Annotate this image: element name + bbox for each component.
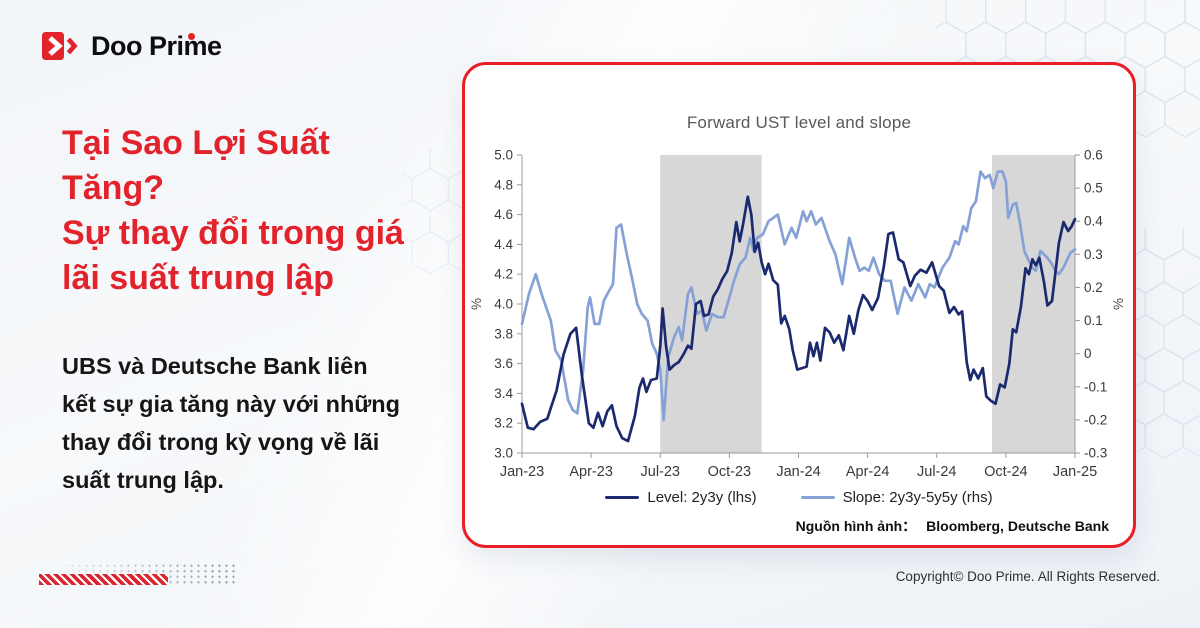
svg-text:0.2: 0.2	[1084, 280, 1103, 295]
logo-i-dot	[188, 33, 195, 40]
svg-text:4.2: 4.2	[494, 267, 513, 282]
copyright-text: Copyright© Doo Prime. All Rights Reserve…	[895, 569, 1160, 584]
svg-text:Oct-23: Oct-23	[708, 464, 752, 480]
svg-text:-0.3: -0.3	[1084, 446, 1107, 461]
body-line-3: thay đổi trong kỳ vọng về lãi	[62, 429, 380, 455]
logo-text: Doo Prime	[91, 31, 222, 61]
svg-text:0.6: 0.6	[1084, 148, 1103, 163]
svg-text:Oct-24: Oct-24	[984, 464, 1028, 480]
chart-tick-labels: 5.0 4.8 4.6 4.4 4.2 4.0 3.8 3.6 3.4 3.2 3.0 0.6 0.5 0…	[469, 148, 1126, 481]
svg-text:%: %	[1111, 298, 1126, 310]
svg-text:4.0: 4.0	[494, 297, 513, 312]
chart-axes	[517, 154, 1080, 458]
chart-bands	[660, 155, 1075, 453]
headline-line-3: Sự thay đổi trong giá	[62, 214, 404, 252]
image-source-label: Nguồn hình ảnh：	[795, 518, 917, 534]
svg-text:Jan-24: Jan-24	[776, 464, 820, 480]
body-line-2: kết sự gia tăng này với những	[62, 391, 401, 417]
headline-line-4: lãi suất trung lập	[62, 259, 335, 297]
svg-text:Jan-23: Jan-23	[500, 464, 544, 480]
svg-text:3.0: 3.0	[494, 446, 513, 461]
svg-text:3.6: 3.6	[494, 356, 513, 371]
series-level	[520, 195, 1077, 443]
series-slope	[520, 170, 1077, 422]
svg-text:4.6: 4.6	[494, 207, 513, 222]
headline-line-1: Tại Sao Lợi Suất	[62, 124, 330, 162]
image-source-value: Bloomberg, Deutsche Bank	[926, 518, 1109, 534]
svg-text:Jul-23: Jul-23	[641, 464, 681, 480]
body-paragraph: UBS và Deutsche Bank liên kết sự gia tăn…	[62, 347, 400, 499]
logo-wordmark: Doo Prime	[91, 31, 222, 61]
svg-text:4.8: 4.8	[494, 177, 513, 192]
chart-series	[520, 170, 1077, 443]
svg-text:%: %	[469, 298, 484, 310]
svg-text:3.8: 3.8	[494, 326, 513, 341]
body-line-1: UBS và Deutsche Bank liên	[62, 353, 368, 379]
svg-text:0.5: 0.5	[1084, 181, 1103, 196]
level-line-swatch	[605, 495, 640, 500]
svg-text:Jul-24: Jul-24	[917, 464, 957, 480]
svg-text:-0.2: -0.2	[1084, 412, 1107, 427]
legend-label-slope: Slope: 2y3y-5y5y (rhs)	[842, 489, 993, 506]
svg-text:0.4: 0.4	[1084, 214, 1103, 229]
legend-item-level: Level: 2y3y (lhs)	[605, 489, 757, 506]
doo-prime-logo: Doo Prime	[42, 31, 222, 61]
svg-text:-0.1: -0.1	[1084, 379, 1107, 394]
chart-svg: 5.0 4.8 4.6 4.4 4.2 4.0 3.8 3.6 3.4 3.2 3.0 0.6 0.5 0…	[469, 148, 1126, 481]
svg-text:Apr-23: Apr-23	[569, 464, 613, 480]
svg-text:0: 0	[1084, 346, 1092, 361]
svg-text:0.3: 0.3	[1084, 247, 1103, 262]
svg-text:4.4: 4.4	[494, 237, 513, 252]
svg-text:5.0: 5.0	[494, 148, 513, 163]
svg-text:3.4: 3.4	[494, 386, 513, 401]
body-line-4: suất trung lập.	[62, 467, 224, 493]
headline-line-2: Tăng?	[62, 169, 164, 207]
slope-line-swatch	[800, 495, 835, 500]
svg-text:Apr-24: Apr-24	[846, 464, 890, 480]
chart-card: 5.0 4.8 4.6 4.4 4.2 4.0 3.8 3.6 3.4 3.2 3.0 0.6 0.5 0…	[462, 62, 1136, 548]
image-source: Nguồn hình ảnh： Bloomberg, Deutsche Bank	[796, 516, 1109, 536]
headline: Tại Sao Lợi Suất Tăng? Sự thay đổi trong…	[62, 121, 404, 301]
svg-text:3.2: 3.2	[494, 416, 513, 431]
legend-label-level: Level: 2y3y (lhs)	[647, 489, 757, 506]
svg-text:0.1: 0.1	[1084, 313, 1103, 328]
chart-legend: Level: 2y3y (lhs) Slope: 2y3y-5y5y (rhs)	[465, 489, 1133, 506]
legend-item-slope: Slope: 2y3y-5y5y (rhs)	[800, 489, 993, 506]
doo-prime-logo-icon	[42, 32, 78, 60]
red-hatched-ribbon	[39, 574, 168, 585]
chart-title: Forward UST level and slope	[686, 113, 912, 132]
svg-text:Jan-25: Jan-25	[1053, 464, 1097, 480]
